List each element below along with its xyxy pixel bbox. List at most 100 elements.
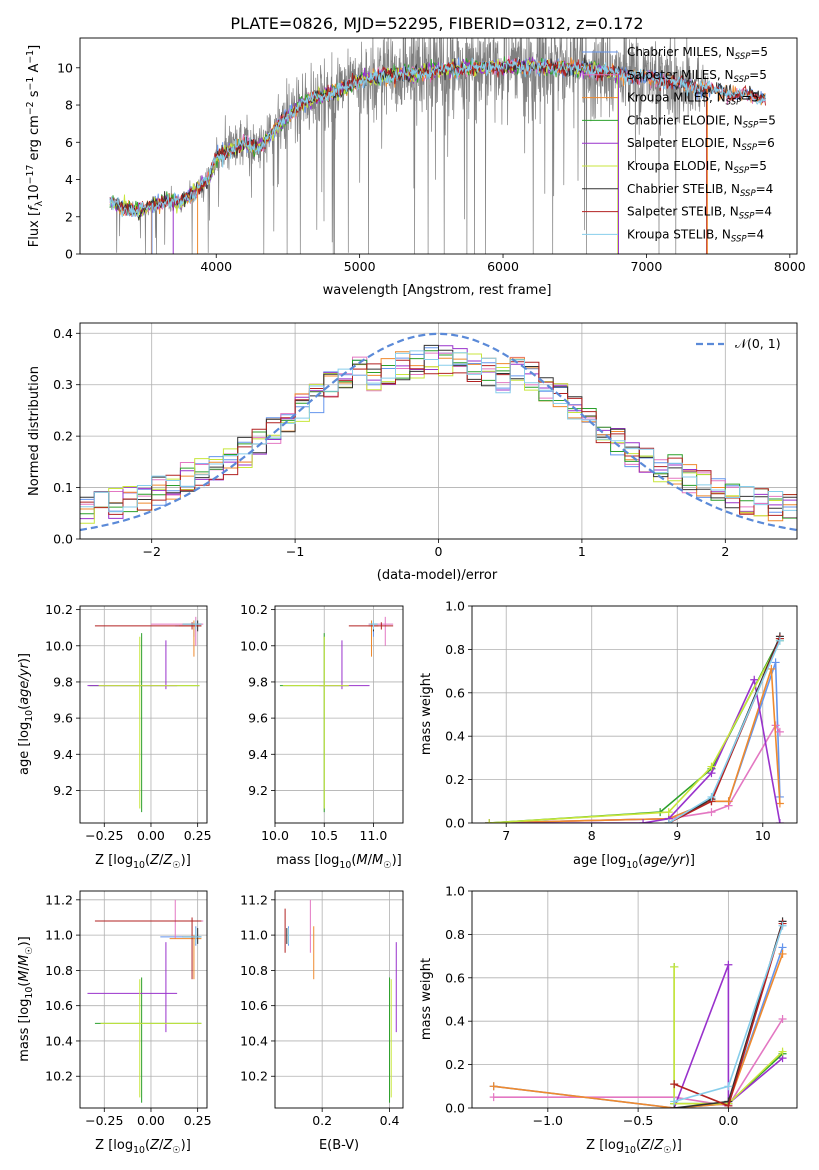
- y-tick-label: 0.6: [445, 970, 465, 985]
- x-tick-label: −0.25: [85, 828, 123, 843]
- weight-marker: [489, 1082, 498, 1091]
- panel-mass_vs_Z: −0.25 0.00 0.25 10.2 10.4 10.6 10.8 11.0 11.2 Z […: [17, 890, 212, 1156]
- weight-series: [489, 677, 781, 823]
- panel-weight_vs_age: 7 8 9 10 0.0 0.2 0.4 0.6 0.8 1.0 age [log10(age/yr…: [419, 599, 798, 871]
- x-axis-label: mass [log10(M/M☉)]: [276, 853, 402, 871]
- x-tick-label: 0: [435, 544, 443, 559]
- x-tick-label: 7: [502, 828, 510, 843]
- axes-frame: [79, 890, 208, 1109]
- axes-frame: [79, 37, 798, 255]
- weight-marker: [778, 1047, 787, 1056]
- weight-marker: [664, 819, 673, 823]
- y-tick-label: 0.1: [53, 480, 73, 495]
- legend: Chabrier MILES, NSSP=5 Salpeter MILES, NS…: [582, 45, 776, 244]
- y-axis-label: mass [log10(M/M☉)]: [17, 936, 35, 1062]
- y-tick-label: 0.3: [53, 377, 73, 392]
- model-spectrum: [109, 57, 766, 218]
- x-tick-label: 10.5: [310, 828, 338, 843]
- x-tick-label: 0.2: [312, 1113, 332, 1128]
- y-tick-label: 9.4: [53, 747, 73, 762]
- panel-residuals: −2 −1 0 1 2 0.0 0.1 0.2 0.3 0.4 𝒩(0, 1) (data-model…: [27, 322, 798, 583]
- x-tick-label: 4000: [200, 259, 232, 274]
- weight-marker: [775, 636, 784, 645]
- x-tick-label: 8000: [774, 259, 806, 274]
- y-tick-label: 10.2: [240, 1069, 268, 1084]
- y-tick-label: 0.0: [53, 532, 73, 547]
- y-tick-label: 0.2: [53, 429, 73, 444]
- weight-marker: [778, 921, 787, 930]
- x-tick-label: 0.00: [137, 828, 165, 843]
- y-axis-label: Flux [fλ10−17 erg cm−2 s−1 A−1]: [25, 45, 45, 247]
- weight-series: [489, 668, 781, 823]
- weight-marker: [485, 819, 494, 823]
- weight-marker: [724, 1082, 733, 1091]
- y-tick-label: 0.0: [445, 816, 465, 831]
- y-tick-label: 11.0: [240, 928, 268, 943]
- y-tick-label: 10.8: [240, 963, 268, 978]
- weight-marker: [775, 727, 784, 736]
- x-tick-label: 9: [673, 828, 681, 843]
- weight-marker: [670, 1080, 679, 1089]
- x-axis-label: E(B-V): [319, 1138, 359, 1153]
- y-tick-label: 0.6: [445, 685, 465, 700]
- x-tick-label: −0.25: [85, 1113, 123, 1128]
- y-tick-label: 10.4: [45, 1033, 73, 1048]
- histogram-series: [80, 344, 797, 509]
- histogram-series: [80, 359, 797, 516]
- legend-label: Salpeter ELODIE, NSSP=6: [627, 136, 775, 153]
- y-tick-label: 0.2: [445, 772, 465, 787]
- y-tick-label: 10.6: [240, 998, 268, 1013]
- x-tick-label: 2: [721, 544, 729, 559]
- legend-label: Salpeter MILES, NSSP=5: [627, 68, 767, 85]
- weight-series: [493, 953, 784, 1108]
- legend-label: Chabrier MILES, NSSP=5: [627, 45, 768, 62]
- histogram-series: [80, 352, 797, 524]
- x-tick-label: 0.25: [184, 828, 212, 843]
- y-tick-label: 9.8: [53, 674, 73, 689]
- legend-label: Kroupa MILES, NSSP=5: [627, 91, 759, 108]
- weight-marker: [489, 1093, 498, 1102]
- weight-series: [489, 640, 781, 823]
- legend-label: Kroupa STELIB, NSSP=4: [627, 227, 764, 244]
- weight-series: [489, 638, 781, 823]
- y-tick-label: 10: [57, 60, 73, 75]
- y-tick-label: 10.2: [45, 602, 73, 617]
- x-tick-label: −2: [142, 544, 160, 559]
- axes-frame: [79, 322, 798, 540]
- legend-label: Chabrier STELIB, NSSP=4: [627, 182, 773, 199]
- y-tick-label: 10.4: [240, 1033, 268, 1048]
- axes-frame: [471, 890, 798, 1109]
- y-tick-label: 0.0: [445, 1101, 465, 1116]
- x-tick-label: 10.0: [261, 828, 289, 843]
- y-tick-label: 6: [65, 135, 73, 150]
- y-tick-label: 11.2: [45, 892, 73, 907]
- x-tick-label: 10: [755, 828, 771, 843]
- weight-marker: [724, 1101, 733, 1108]
- y-tick-label: 10.0: [45, 638, 73, 653]
- x-tick-label: 1: [578, 544, 586, 559]
- y-tick-label: 10.2: [240, 602, 268, 617]
- weight-marker: [724, 960, 733, 969]
- figure-title: PLATE=0826, MJD=52295, FIBERID=0312, z=0…: [230, 14, 643, 33]
- weight-marker: [707, 762, 716, 771]
- y-tick-label: 9.4: [248, 747, 268, 762]
- y-tick-label: 9.8: [248, 674, 268, 689]
- y-tick-label: 9.2: [53, 783, 73, 798]
- panel-age_vs_mass: 10.0 10.5 11.0 9.2 9.4 9.6 9.8 10.0 10.2 mass [lo…: [240, 602, 404, 871]
- x-axis-label: age [log10(age/yr)]: [573, 853, 695, 871]
- y-axis-label: mass weight: [419, 958, 434, 1040]
- panel-mass_vs_ebv: 0.2 0.4 10.2 10.4 10.6 10.8 11.0 11.2 E(B-V): [240, 890, 404, 1153]
- weight-marker: [707, 808, 716, 817]
- axes-frame: [274, 605, 404, 824]
- weight-marker: [778, 949, 787, 958]
- weight-marker: [750, 675, 759, 684]
- y-tick-label: 0.4: [53, 326, 73, 341]
- axes-frame: [471, 605, 798, 824]
- y-tick-label: 2: [65, 209, 73, 224]
- x-tick-label: −1: [286, 544, 304, 559]
- y-tick-label: 4: [65, 172, 73, 187]
- y-tick-label: 10.0: [240, 638, 268, 653]
- y-tick-label: 0.8: [445, 927, 465, 942]
- legend-label: 𝒩(0, 1): [735, 336, 781, 351]
- legend-label: Salpeter STELIB, NSSP=4: [627, 205, 772, 222]
